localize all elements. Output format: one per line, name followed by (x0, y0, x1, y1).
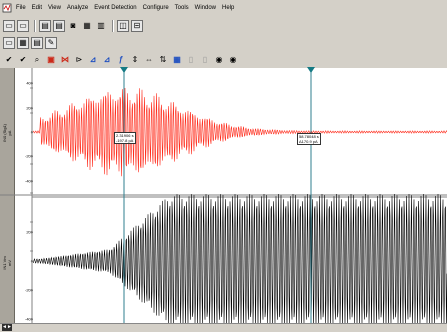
tile-icon[interactable]: ⊟ (131, 20, 143, 32)
analysis-toolbar: ✔ ✔ ⌕ ▣ ⋈ ⊳ ⊿ ⊿ ƒ ⇕ ⇔ ⇅ ▦ ▯ ▯ ◉ ◉ (0, 51, 447, 68)
menu-edit[interactable]: Edit (32, 5, 42, 11)
open-protocol-icon[interactable]: ▤ (39, 20, 51, 32)
auto-scale-icon[interactable]: ▣ (45, 54, 57, 66)
results-icon[interactable]: ▦ (17, 37, 29, 49)
scale-icon[interactable]: ⇔ (143, 54, 155, 66)
menu-bar: File Edit View Analyze Event Detection C… (0, 0, 447, 16)
app-icon[interactable] (2, 3, 12, 13)
channel-1-trace (33, 88, 447, 176)
record-icon[interactable]: ◙ (67, 20, 79, 32)
marker-icon[interactable]: ⇅ (157, 54, 169, 66)
cursor-1-value: -197.8 pA (116, 138, 134, 143)
stop-icon[interactable]: ◉ (213, 54, 225, 66)
graph-window-icon[interactable]: ▭ (3, 37, 15, 49)
channel-2-trace (33, 194, 447, 323)
layout-icon[interactable]: ▤ (31, 37, 43, 49)
stats-icon[interactable]: ▯ (199, 54, 211, 66)
menu-file[interactable]: File (16, 5, 26, 11)
cursor-2-handle[interactable] (307, 67, 315, 73)
cursor-1-handle[interactable] (120, 67, 128, 73)
pan-icon[interactable]: ⊳ (73, 54, 85, 66)
menu-event-detection[interactable]: Event Detection (94, 5, 136, 11)
scroll-buttons[interactable]: ◄► (2, 324, 12, 331)
lab-book-icon[interactable]: ✎ (45, 37, 57, 49)
record-stop-icon[interactable]: ◉ (227, 54, 239, 66)
cursor-1-readout: 2.31906 s -197.8 pA (114, 132, 136, 144)
overlay-icon[interactable]: ▦ (171, 54, 183, 66)
decimate-icon[interactable]: ⊿ (101, 54, 113, 66)
check-all-icon[interactable]: ✔ (17, 54, 29, 66)
cursor-2-readout: 58.78048 s Δ170.9 pA (297, 133, 321, 145)
graph-window[interactable]: IN0 (Sig1) pA IN1 Vm mV 400 200 0 -200 -… (0, 68, 447, 331)
grid-icon[interactable]: ▯ (185, 54, 197, 66)
cursor-pair-icon[interactable]: ⋈ (59, 54, 71, 66)
zoom-icon[interactable]: ⌕ (31, 54, 43, 66)
trace-plot[interactable] (0, 68, 447, 323)
open-data-icon[interactable]: ▭ (3, 20, 15, 32)
fit-icon[interactable]: ⊿ (87, 54, 99, 66)
menu-help[interactable]: Help (222, 5, 234, 11)
print-icon[interactable]: ▦ (81, 20, 93, 32)
menu-view[interactable]: View (48, 5, 61, 11)
toolbar-separator (112, 20, 114, 32)
arrange-icon[interactable]: ⇕ (129, 54, 141, 66)
copy-icon[interactable]: ▥ (95, 20, 107, 32)
cursor-2-value: Δ170.9 pA (299, 139, 319, 144)
window-layout-icon[interactable]: ◫ (117, 20, 129, 32)
window-toolbar: ▭ ▦ ▤ ✎ (0, 34, 447, 51)
standard-toolbar: ▭ ▭ ▤ ▤ ◙ ▦ ▥ ◫ ⊟ (0, 17, 447, 34)
menu-tools[interactable]: Tools (175, 5, 189, 11)
function-icon[interactable]: ƒ (115, 54, 127, 66)
menu-analyze[interactable]: Analyze (67, 5, 88, 11)
menu-configure[interactable]: Configure (143, 5, 169, 11)
toolbar-separator (34, 20, 36, 32)
menu-window[interactable]: Window (195, 5, 216, 11)
save-protocol-icon[interactable]: ▤ (53, 20, 65, 32)
check-icon[interactable]: ✔ (3, 54, 15, 66)
save-data-icon[interactable]: ▭ (17, 20, 29, 32)
